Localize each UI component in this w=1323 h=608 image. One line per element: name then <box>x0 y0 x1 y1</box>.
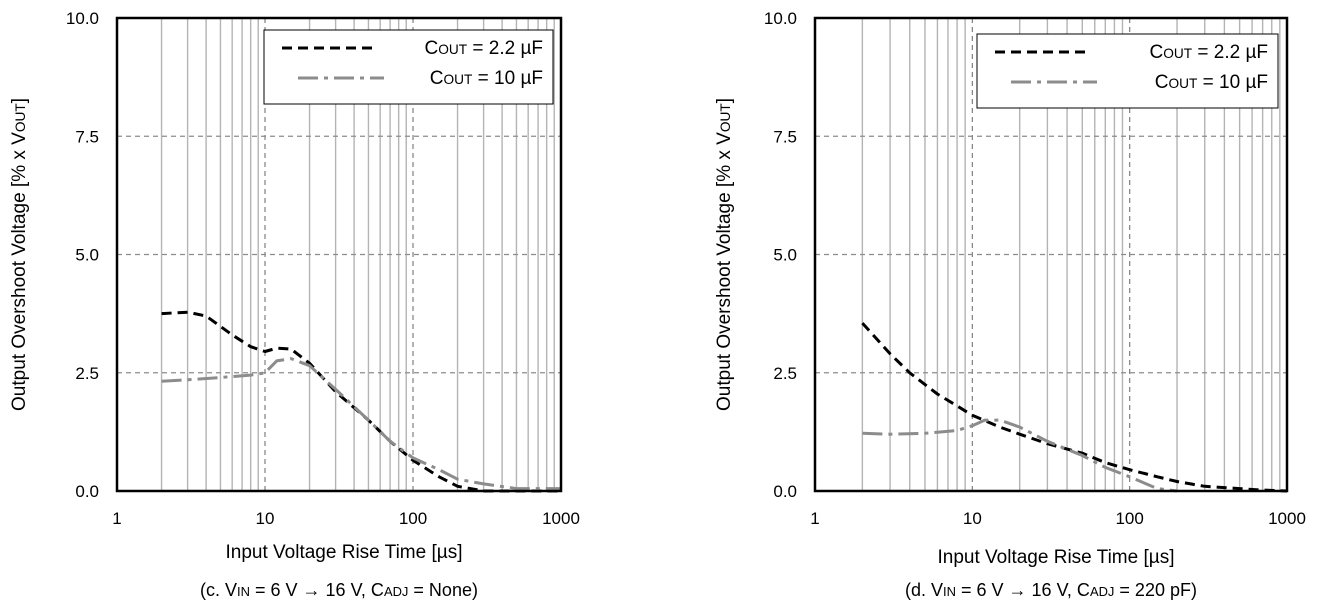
caption-part: (c. V <box>200 580 237 600</box>
y-axis-label: Output Overshoot Voltage [% x VOUT] <box>714 98 735 411</box>
x-tick-label: 1 <box>810 509 819 528</box>
plot-frame <box>813 16 1289 493</box>
y-tick-label: 2.5 <box>75 364 99 383</box>
y-axis-label-part: Output Overshoot Voltage [% x V <box>9 132 30 411</box>
legend-label-part: OUT <box>444 72 474 87</box>
series-line-cout-2-2uf <box>161 310 561 493</box>
legend-label-part: OUT <box>1169 76 1199 91</box>
caption-part: = 220 pF) <box>1114 580 1197 600</box>
y-axis-label-part: ] <box>714 98 735 103</box>
legend-label: COUT = 2.2 µF <box>1150 42 1269 63</box>
caption-part: (d. V <box>905 580 943 600</box>
x-tick-label: 100 <box>1115 509 1143 528</box>
chart-caption: (d. VIN = 6 V → 16 V, CADJ = 220 pF) <box>905 580 1197 600</box>
legend-label-part: = 2.2 µF <box>467 38 543 59</box>
y-tick-label: 2.5 <box>773 364 797 383</box>
x-axis-label: Input Voltage Rise Time [µs] <box>226 542 463 563</box>
legend-box <box>976 33 1279 109</box>
legend-label-part: OUT <box>438 42 468 57</box>
series-line-cout-10uf <box>862 418 1178 493</box>
y-tick-label: 5.0 <box>773 246 797 265</box>
caption-part: IN <box>943 584 956 599</box>
x-tick-label: 10 <box>963 509 982 528</box>
legend-label-part: C <box>430 68 444 89</box>
chart-caption: (c. VIN = 6 V → 16 V, CADJ = None) <box>200 580 478 600</box>
series-line-cout-2-2uf <box>861 322 1288 493</box>
x-tick-label: 1000 <box>1268 509 1306 528</box>
legend-label-part: C <box>1155 72 1169 93</box>
caption-part: = 6 V → 16 V, C <box>250 580 384 600</box>
chart-panel-c: 0.0 2.5 5.0 7.5 10.0 1 10 100 1000 Input Voltage … <box>9 9 580 600</box>
y-tick-label: 0.0 <box>75 482 99 501</box>
caption-part: ADJ <box>384 584 408 599</box>
caption-part: ADJ <box>1090 584 1114 599</box>
y-tick-label: 10.0 <box>66 9 99 28</box>
legend-label-part: C <box>1150 42 1164 63</box>
legend-label-part: = 10 µF <box>472 68 543 89</box>
x-tick-label: 10 <box>256 509 275 528</box>
legend-box <box>263 29 554 105</box>
legend-label: COUT = 2.2 µF <box>425 38 544 59</box>
legend-label-part: = 2.2 µF <box>1192 42 1268 63</box>
legend-label-part: OUT <box>1163 46 1193 61</box>
y-axis-label: Output Overshoot Voltage [% x VOUT] <box>9 98 30 411</box>
caption-part: = None) <box>408 580 478 600</box>
caption-part: = 6 V → 16 V, C <box>956 580 1090 600</box>
y-axis-label-part: Output Overshoot Voltage [% x V <box>714 132 735 411</box>
x-tick-label: 1000 <box>542 509 580 528</box>
series-line-cout-10uf <box>161 357 561 491</box>
legend-label: COUT = 10 µF <box>430 68 543 89</box>
x-axis-label: Input Voltage Rise Time [µs] <box>938 547 1175 568</box>
chart-panel-d: 0.0 2.5 5.0 7.5 10.0 1 10 100 1000 Input Voltage … <box>714 9 1306 600</box>
y-tick-label: 7.5 <box>773 127 797 146</box>
y-axis-label-part: OUT <box>718 103 733 133</box>
x-tick-label: 1 <box>112 509 121 528</box>
y-tick-label: 7.5 <box>75 127 99 146</box>
y-tick-label: 5.0 <box>75 246 99 265</box>
y-tick-label: 10.0 <box>764 9 797 28</box>
y-tick-label: 0.0 <box>773 482 797 501</box>
legend-label-part: C <box>425 38 439 59</box>
caption-part: IN <box>237 584 250 599</box>
x-tick-label: 100 <box>399 509 427 528</box>
y-axis-label-part: OUT <box>13 103 28 133</box>
y-axis-label-part: ] <box>9 98 30 103</box>
legend-label-part: = 10 µF <box>1197 72 1268 93</box>
legend-label: COUT = 10 µF <box>1155 72 1268 93</box>
plot-frame <box>115 16 563 493</box>
